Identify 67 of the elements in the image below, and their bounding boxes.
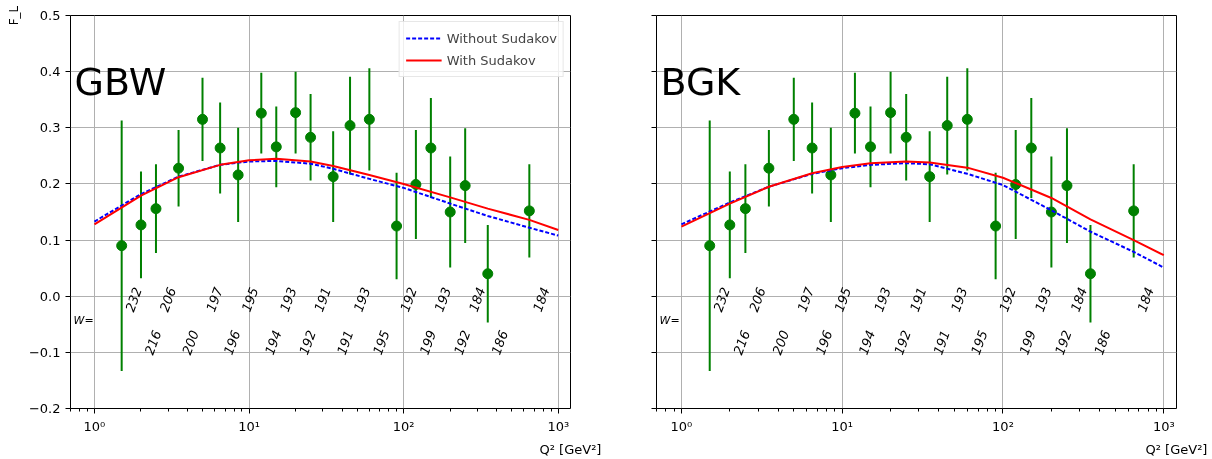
annotation: 192: [296, 328, 319, 357]
y-tick-label: 0.2: [39, 176, 61, 192]
annotation: 195: [370, 328, 393, 357]
annotation: 197: [794, 284, 818, 314]
annotation: 193: [350, 285, 374, 314]
x-tick-label: 10³: [1152, 418, 1175, 434]
annotation: 196: [812, 328, 836, 357]
x-axis-title: Q² [GeV²]: [539, 441, 602, 457]
legend-label: With Sudakov: [446, 52, 536, 68]
annotation: 192: [1052, 328, 1075, 357]
annotation: GBW: [74, 59, 167, 104]
annotation: 192: [996, 285, 1019, 314]
x-tick-label: 10⁰: [83, 418, 106, 434]
annotation: 216: [141, 328, 165, 357]
annotation: 193: [1032, 285, 1055, 314]
annotation: 196: [220, 328, 244, 357]
annotation: 193: [947, 285, 971, 314]
annotation: 194: [262, 328, 285, 357]
x-tick-label: 10¹: [238, 418, 260, 434]
annotation: 193: [431, 285, 455, 314]
y-tick-label: 0.5: [39, 8, 61, 23]
annotation: 193: [276, 285, 300, 314]
annotation: 195: [238, 285, 262, 314]
annotation: 200: [769, 328, 793, 357]
annotation: W=: [73, 314, 94, 327]
annotation: 184: [1134, 285, 1157, 314]
x-tick-label: 10⁰: [670, 418, 693, 434]
y-tick-label: −0.2: [28, 401, 61, 416]
annotation: 193: [871, 285, 894, 314]
annotation: 192: [450, 328, 474, 357]
annotation: 186: [1091, 328, 1114, 357]
annotation: 184: [1067, 285, 1091, 314]
annotation: 199: [1016, 328, 1040, 357]
annotation: 216: [730, 328, 754, 357]
x-tick-label: 10²: [392, 418, 415, 434]
annotation: 197: [203, 284, 227, 314]
annotation: 191: [906, 285, 930, 314]
annotation: 232: [122, 285, 145, 314]
annotation: 200: [179, 328, 202, 357]
annotation: 192: [891, 328, 914, 357]
y-axis-title: F_L: [6, 5, 21, 26]
annotation: 206: [156, 285, 180, 314]
y-tick-label: 0.3: [39, 120, 61, 136]
annotation: 184: [465, 285, 489, 314]
y-tick-label: −0.1: [28, 344, 61, 360]
x-tick-label: 10¹: [831, 418, 854, 434]
legend-label: Without Sudakov: [446, 30, 557, 46]
annotation: 206: [746, 285, 769, 314]
y-tick-label: 0.0: [39, 288, 61, 304]
annotation: 199: [416, 328, 440, 357]
annotation: 194: [855, 328, 879, 357]
x-axis-title: Q² [GeV²]: [1145, 441, 1208, 457]
annotation: BGK: [660, 59, 742, 104]
x-tick-label: 10²: [992, 418, 1014, 434]
y-tick-label: 0.4: [39, 64, 61, 80]
annotation: 191: [311, 285, 334, 314]
annotation: 195: [968, 328, 991, 357]
annotation: W=: [659, 314, 680, 327]
annotation: 195: [831, 285, 855, 314]
annotation: 184: [530, 285, 553, 314]
annotation: 191: [333, 328, 357, 357]
x-tick-label: 10³: [547, 418, 570, 434]
annotation: 191: [930, 328, 953, 357]
annotation: 192: [397, 285, 420, 314]
y-tick-label: 0.1: [39, 232, 61, 248]
annotation: 232: [710, 285, 734, 314]
annotation: 186: [488, 328, 512, 357]
